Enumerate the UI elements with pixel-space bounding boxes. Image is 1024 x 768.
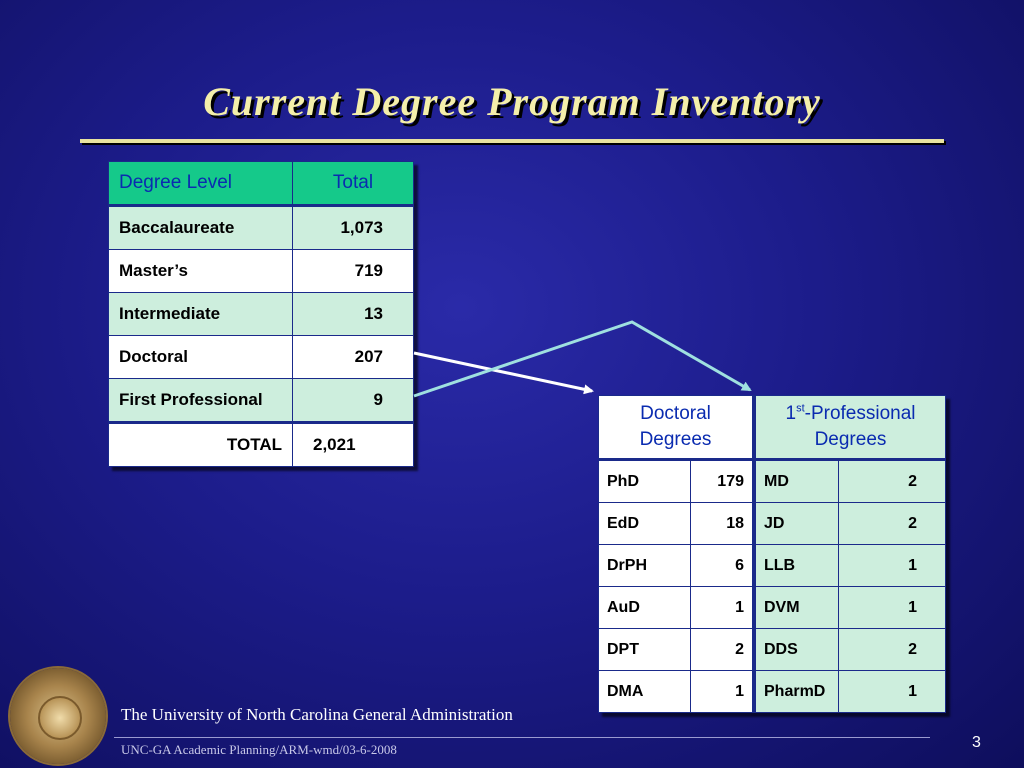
professional-degree: DVM xyxy=(752,586,839,629)
professional-header-num: 1 xyxy=(785,403,797,425)
doctoral-degrees-header: Doctoral Degrees xyxy=(598,395,755,461)
footer-divider xyxy=(114,737,930,738)
row-level: Master’s xyxy=(108,249,293,293)
first-professional-arrow xyxy=(413,320,752,398)
total-label: TOTAL xyxy=(108,421,293,467)
doctoral-degree: DPT xyxy=(598,628,691,671)
doctoral-degree: PhD xyxy=(598,459,691,503)
row-level: Baccalaureate xyxy=(108,205,293,250)
doctoral-header-line2: Degrees xyxy=(639,429,712,450)
professional-count: 1 xyxy=(838,586,946,629)
professional-degrees-header: 1st-Professional Degrees xyxy=(752,395,946,461)
row-total: 1,073 xyxy=(292,205,414,250)
university-seal-icon xyxy=(10,668,106,764)
doctoral-degree: DrPH xyxy=(598,544,691,587)
table-row: DPT 2 DDS 2 xyxy=(598,628,946,671)
degree-breakdown-table: Doctoral Degrees 1st-Professional Degree… xyxy=(598,395,946,713)
doctoral-count: 2 xyxy=(690,628,755,671)
professional-header-line2: Degrees xyxy=(814,429,887,450)
professional-degree: JD xyxy=(752,502,839,545)
table-row: EdD 18 JD 2 xyxy=(598,502,946,545)
table-row: DrPH 6 LLB 1 xyxy=(598,544,946,587)
row-level: Doctoral xyxy=(108,335,293,379)
total-row: TOTAL 2,021 xyxy=(108,421,414,467)
professional-degree: LLB xyxy=(752,544,839,587)
row-total: 719 xyxy=(292,249,414,293)
row-level: First Professional xyxy=(108,378,293,423)
seal-center xyxy=(38,696,82,740)
table-row: First Professional 9 xyxy=(108,378,414,423)
degree-level-table: Degree Level Total Baccalaureate 1,073 M… xyxy=(108,161,414,467)
table-header-row: Degree Level Total xyxy=(108,161,414,207)
table-row: DMA 1 PharmD 1 xyxy=(598,670,946,713)
row-total: 13 xyxy=(292,292,414,336)
doctoral-arrow xyxy=(413,351,594,395)
doctoral-degree: EdD xyxy=(598,502,691,545)
total-value: 2,021 xyxy=(292,421,414,467)
doctoral-count: 6 xyxy=(690,544,755,587)
doctoral-count: 1 xyxy=(690,586,755,629)
table-row: AuD 1 DVM 1 xyxy=(598,586,946,629)
professional-count: 2 xyxy=(838,459,946,503)
breakdown-header-row: Doctoral Degrees 1st-Professional Degree… xyxy=(598,395,946,461)
table-row: Baccalaureate 1,073 xyxy=(108,205,414,250)
slide-title: Current Degree Program Inventory xyxy=(203,79,821,124)
table-row: Intermediate 13 xyxy=(108,292,414,336)
footer-text: UNC-GA Academic Planning/ARM-wmd/03-6-20… xyxy=(121,742,397,757)
row-total: 9 xyxy=(292,378,414,423)
row-total: 207 xyxy=(292,335,414,379)
professional-header-rest: -Professional xyxy=(804,403,916,425)
organization-name: The University of North Carolina General… xyxy=(121,705,513,724)
doctoral-count: 1 xyxy=(690,670,755,713)
professional-degree: DDS xyxy=(752,628,839,671)
professional-count: 2 xyxy=(838,502,946,545)
professional-count: 1 xyxy=(838,670,946,713)
doctoral-degree: AuD xyxy=(598,586,691,629)
header-degree-level: Degree Level xyxy=(108,161,293,207)
professional-count: 1 xyxy=(838,544,946,587)
page-number: 3 xyxy=(972,734,981,751)
professional-degree: PharmD xyxy=(752,670,839,713)
doctoral-header-line1: Doctoral xyxy=(640,403,711,425)
doctoral-count: 179 xyxy=(690,459,755,503)
table-row: PhD 179 MD 2 xyxy=(598,459,946,503)
professional-header-sup: st xyxy=(796,403,805,416)
table-row: Master’s 719 xyxy=(108,249,414,293)
doctoral-count: 18 xyxy=(690,502,755,545)
professional-count: 2 xyxy=(838,628,946,671)
row-level: Intermediate xyxy=(108,292,293,336)
header-total: Total xyxy=(292,161,414,207)
professional-degree: MD xyxy=(752,459,839,503)
doctoral-degree: DMA xyxy=(598,670,691,713)
title-underline xyxy=(80,139,944,143)
table-row: Doctoral 207 xyxy=(108,335,414,379)
